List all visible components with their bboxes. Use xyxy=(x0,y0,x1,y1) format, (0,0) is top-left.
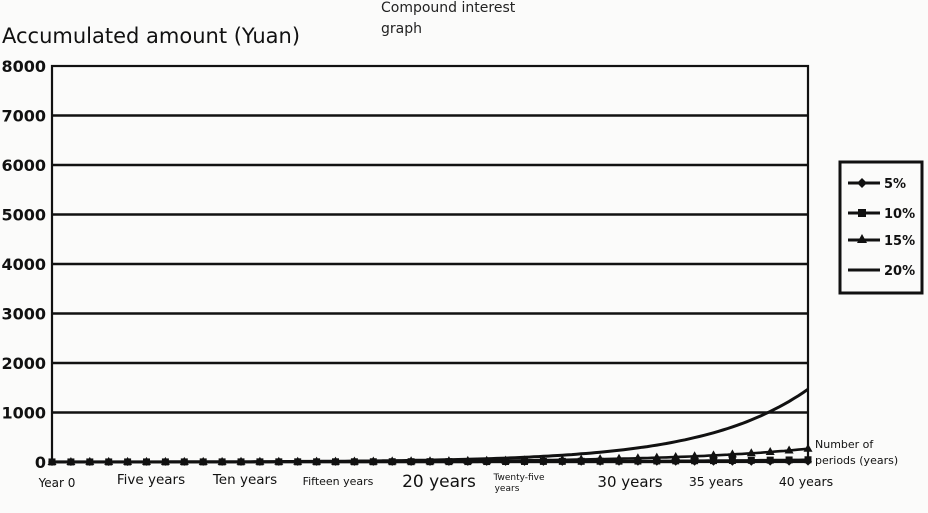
x-tick-label: Twenty-five years xyxy=(492,473,545,494)
marker-triangle xyxy=(633,453,643,462)
marker-triangle xyxy=(803,443,813,452)
x-tick-label: Year 0 xyxy=(38,476,76,490)
x-tick-label: 20 years xyxy=(402,472,476,492)
marker-triangle xyxy=(746,448,756,457)
marker-square xyxy=(710,457,717,465)
x-tick-label: Fifteen years xyxy=(303,475,374,488)
y-tick-label: 5000 xyxy=(1,206,46,225)
legend-marker-triangle xyxy=(857,234,867,243)
marker-triangle xyxy=(709,450,718,459)
marker-triangle xyxy=(690,451,700,460)
marker-square xyxy=(747,456,755,464)
y-tick-label: 2000 xyxy=(1,354,46,373)
marker-square xyxy=(672,457,680,465)
marker-triangle xyxy=(595,454,605,463)
marker-triangle xyxy=(538,455,548,464)
y-tick-label: 7000 xyxy=(1,107,46,126)
marker-triangle xyxy=(727,449,737,458)
x-tick-label: Ten years xyxy=(212,472,277,488)
x-tick-label: 40 years xyxy=(779,474,833,489)
legend-label: 10% xyxy=(884,207,915,222)
y-axis-label: Accumulated amount (Yuan) xyxy=(2,24,301,48)
y-tick-label: 3000 xyxy=(1,305,46,324)
y-tick-label: 4000 xyxy=(1,255,46,274)
marker-triangle xyxy=(576,454,586,463)
marker-square xyxy=(766,456,774,464)
y-tick-label: 1000 xyxy=(1,404,46,423)
x-tick-label: 30 years xyxy=(597,473,662,491)
chart-title: Compound interest graph xyxy=(381,0,516,37)
series-line-20pct xyxy=(51,387,809,464)
legend-marker-square xyxy=(858,209,866,217)
y-tick-label: 6000 xyxy=(1,156,46,175)
legend-label: 15% xyxy=(884,234,915,249)
x-tick-label: Five years xyxy=(117,472,185,488)
marker-triangle xyxy=(614,453,624,462)
x-axis-label: Number of periods (years) xyxy=(815,438,899,467)
marker-triangle xyxy=(557,454,567,463)
marker-triangle xyxy=(652,452,662,461)
marker-square xyxy=(691,457,699,465)
marker-triangle xyxy=(520,455,529,464)
marker-triangle xyxy=(784,445,794,454)
marker-square xyxy=(804,456,812,464)
legend-label: 20% xyxy=(884,264,915,279)
marker-square xyxy=(653,457,661,465)
y-tick-label: 8000 xyxy=(1,57,46,76)
marker-square xyxy=(728,456,736,464)
x-tick-label: 35 years xyxy=(689,474,743,489)
marker-square xyxy=(785,456,793,464)
legend-label: 5% xyxy=(884,177,906,192)
marker-triangle xyxy=(671,452,681,461)
y-tick-label: 0 xyxy=(35,453,46,472)
marker-triangle xyxy=(765,446,775,455)
legend-marker-diamond xyxy=(857,178,867,188)
